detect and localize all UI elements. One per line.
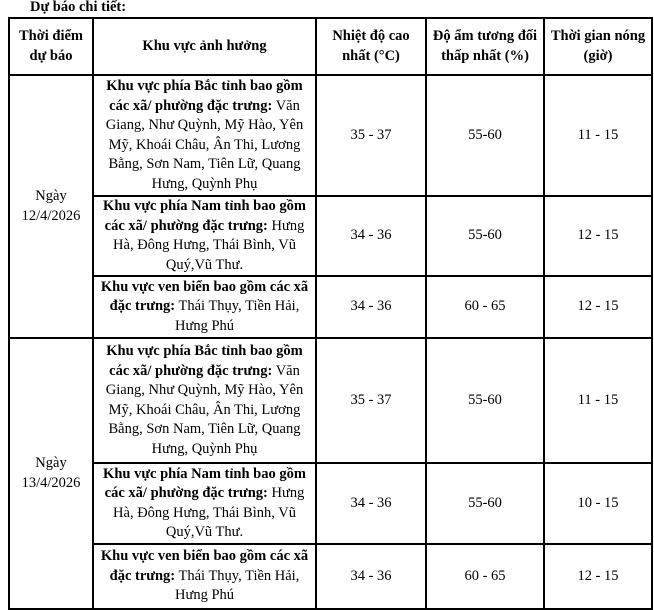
table-row: Khu vực phía Nam tỉnh bao gồm các xã/ ph… (9, 462, 653, 545)
hours-cell: 11 - 15 (543, 74, 653, 197)
table-row: Ngày 13/4/2026 Khu vực phía Bắc tỉnh bao … (8, 337, 653, 610)
forecast-date: Ngày 12/4/2026 (8, 74, 94, 339)
area-communes: Hưng Hà, Đông Hưng, Thái Bình, Vũ Quý,Vũ… (113, 217, 305, 273)
area-title: Khu vực phía Nam tỉnh bao gồm các xã/ ph… (103, 198, 306, 234)
header-area: Khu vực ảnh hưởng (92, 17, 317, 76)
area-communes: Thái Thụy, Tiền Hải, Hưng Phú (174, 298, 300, 334)
forecast-date: Ngày 13/4/2026 (8, 337, 94, 610)
area-cell: Khu vực phía Nam tỉnh bao gồm các xã/ ph… (92, 462, 317, 545)
header-time: Thời điểm dự báo (8, 17, 94, 76)
area-title: Khu vực phía Bắc tỉnh bao gồm các xã/ ph… (106, 343, 303, 379)
humidity-cell: 60 - 65 (425, 275, 545, 339)
hours-cell: 12 - 15 (543, 543, 653, 610)
area-title: Khu vực ven biển bao gồm các xã đặc trưn… (100, 548, 309, 584)
area-communes: Văn Giang, Như Quỳnh, Mỹ Hào, Yên Mỹ, Kh… (105, 97, 304, 192)
header-humidity: Độ ẩm tương đối thấp nhất (%) (425, 17, 545, 76)
temp-cell: 34 - 36 (315, 462, 427, 545)
hours-cell: 12 - 15 (543, 195, 653, 277)
temp-cell: 35 - 37 (315, 74, 427, 197)
area-cell: Khu vực phía Bắc tỉnh bao gồm các xã/ ph… (92, 74, 317, 197)
temp-cell: 34 - 36 (315, 543, 427, 610)
humidity-cell: 55-60 (425, 74, 545, 197)
temp-cell: 34 - 36 (315, 195, 427, 277)
area-title: Khu vực ven biển bao gồm các xã đặc trưn… (100, 278, 309, 315)
area-cell: Khu vực phía Bắc tỉnh bao gồm các xã/ ph… (92, 337, 317, 464)
header-hours: Thời gian nóng (giờ) (543, 17, 653, 76)
table-row: Ngày 12/4/2026 Khu vực phía Bắc tỉnh bao … (8, 74, 653, 339)
area-cell: Khu vực ven biển bao gồm các xã đặc trưn… (92, 543, 317, 610)
temp-cell: 35 - 37 (315, 337, 427, 464)
area-cell: Khu vực ven biển bao gồm các xã đặc trưn… (92, 275, 317, 339)
table-row: Khu vực phía Nam tỉnh bao gồm các xã/ ph… (9, 195, 653, 277)
header-temp: Nhiệt độ cao nhất (°C) (315, 17, 427, 76)
section-caption: Dự báo chi tiết: (30, 0, 127, 15)
area-communes: Thái Thụy, Tiền Hải, Hưng Phú (174, 567, 300, 604)
hours-cell: 11 - 15 (543, 337, 653, 464)
hours-cell: 10 - 15 (543, 462, 653, 545)
temp-cell: 34 - 36 (315, 275, 427, 339)
humidity-cell: 55-60 (425, 462, 545, 545)
table-row: Khu vực ven biển bao gồm các xã đặc trưn… (9, 543, 653, 610)
area-title: Khu vực phía Bắc tỉnh bao gồm các xã/ ph… (106, 78, 303, 114)
table-row: Khu vực ven biển bao gồm các xã đặc trưn… (9, 275, 653, 339)
area-communes: Văn Giang, Như Quỳnh, Mỹ Hào, Yên Mỹ, Kh… (105, 362, 304, 457)
area-cell: Khu vực phía Nam tỉnh bao gồm các xã/ ph… (92, 195, 317, 277)
header-row: Thời điểm dự báo Khu vực ảnh hưởng Nhiệt… (8, 17, 653, 76)
area-title: Khu vực phía Nam tỉnh bao gồm các xã/ ph… (103, 465, 306, 502)
area-communes: Hưng Hà, Đông Hưng, Thái Bình, Vũ Quý,Vũ… (113, 485, 305, 540)
hours-cell: 12 - 15 (543, 275, 653, 339)
humidity-cell: 55-60 (425, 195, 545, 277)
humidity-cell: 55-60 (425, 337, 545, 464)
forecast-table: Thời điểm dự báo Khu vực ảnh hưởng Nhiệt… (8, 17, 653, 610)
humidity-cell: 60 - 65 (425, 543, 545, 610)
